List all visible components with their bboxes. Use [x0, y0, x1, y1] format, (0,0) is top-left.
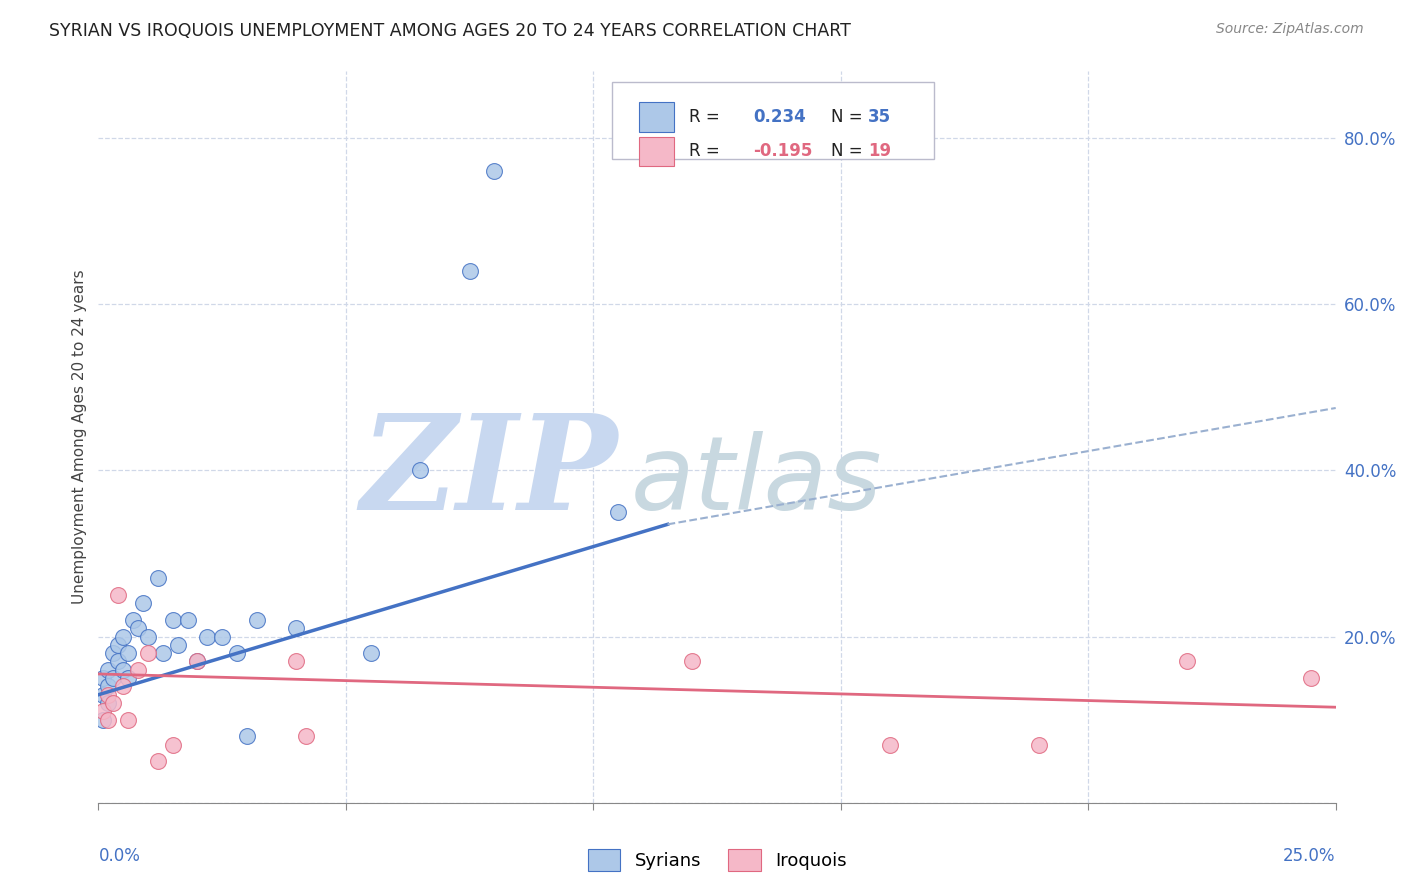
- Point: [409, 463, 432, 477]
- Point: [146, 571, 169, 585]
- Point: [166, 638, 188, 652]
- Point: [484, 164, 506, 178]
- Point: [236, 729, 259, 743]
- Point: [93, 705, 115, 719]
- Point: [107, 655, 129, 669]
- Text: Source: ZipAtlas.com: Source: ZipAtlas.com: [1216, 22, 1364, 37]
- Text: R =: R =: [689, 143, 724, 161]
- Point: [285, 655, 308, 669]
- FancyBboxPatch shape: [640, 136, 673, 166]
- Point: [117, 646, 139, 660]
- Point: [226, 646, 249, 660]
- Point: [295, 729, 318, 743]
- Text: 0.0%: 0.0%: [98, 847, 141, 864]
- Point: [458, 264, 481, 278]
- Point: [97, 688, 120, 702]
- Point: [93, 688, 115, 702]
- Text: atlas: atlas: [630, 431, 882, 531]
- Point: [146, 754, 169, 768]
- Point: [607, 505, 630, 519]
- Text: N =: N =: [831, 143, 868, 161]
- Text: ZIP: ZIP: [361, 409, 619, 538]
- Y-axis label: Unemployment Among Ages 20 to 24 years: Unemployment Among Ages 20 to 24 years: [72, 269, 87, 605]
- Point: [117, 671, 139, 685]
- Point: [211, 630, 233, 644]
- Point: [176, 613, 198, 627]
- Point: [162, 613, 184, 627]
- Point: [246, 613, 269, 627]
- Text: 25.0%: 25.0%: [1284, 847, 1336, 864]
- Point: [186, 655, 208, 669]
- Point: [285, 621, 308, 635]
- Text: N =: N =: [831, 108, 868, 126]
- Point: [1175, 655, 1198, 669]
- Point: [103, 696, 125, 710]
- FancyBboxPatch shape: [640, 103, 673, 131]
- Point: [186, 655, 208, 669]
- Point: [681, 655, 703, 669]
- Point: [97, 696, 120, 710]
- Point: [127, 663, 149, 677]
- Point: [136, 630, 159, 644]
- Text: 35: 35: [868, 108, 891, 126]
- Text: R =: R =: [689, 108, 724, 126]
- Point: [112, 663, 135, 677]
- Point: [162, 738, 184, 752]
- Point: [107, 638, 129, 652]
- Text: 19: 19: [868, 143, 891, 161]
- Point: [93, 713, 115, 727]
- Point: [195, 630, 218, 644]
- Point: [136, 646, 159, 660]
- Point: [132, 596, 155, 610]
- Point: [112, 630, 135, 644]
- Point: [117, 713, 139, 727]
- Text: SYRIAN VS IROQUOIS UNEMPLOYMENT AMONG AGES 20 TO 24 YEARS CORRELATION CHART: SYRIAN VS IROQUOIS UNEMPLOYMENT AMONG AG…: [49, 22, 851, 40]
- Point: [97, 713, 120, 727]
- Point: [152, 646, 174, 660]
- Point: [1299, 671, 1322, 685]
- Point: [122, 613, 145, 627]
- Point: [112, 680, 135, 694]
- Point: [1028, 738, 1050, 752]
- Point: [97, 680, 120, 694]
- Point: [93, 671, 115, 685]
- Point: [107, 588, 129, 602]
- Point: [127, 621, 149, 635]
- Legend: Syrians, Iroquois: Syrians, Iroquois: [581, 841, 853, 878]
- Point: [879, 738, 901, 752]
- Point: [103, 671, 125, 685]
- Point: [103, 646, 125, 660]
- Text: -0.195: -0.195: [754, 143, 813, 161]
- Point: [97, 663, 120, 677]
- FancyBboxPatch shape: [612, 82, 934, 159]
- Point: [360, 646, 382, 660]
- Text: 0.234: 0.234: [754, 108, 806, 126]
